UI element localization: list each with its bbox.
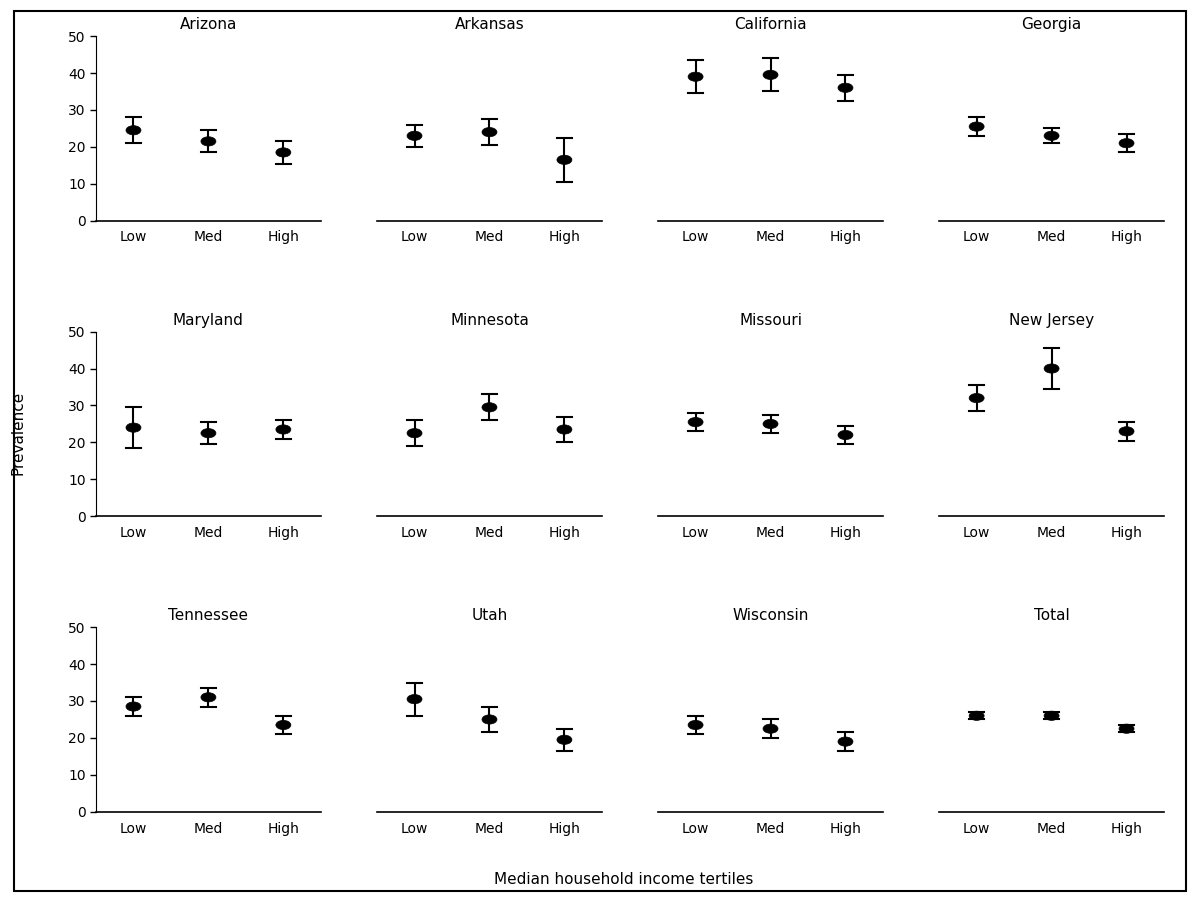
Title: Arizona: Arizona: [180, 17, 238, 32]
Ellipse shape: [1120, 427, 1134, 436]
Ellipse shape: [407, 695, 422, 704]
Ellipse shape: [1120, 724, 1134, 733]
Text: Prevalence: Prevalence: [11, 391, 25, 475]
Title: Wisconsin: Wisconsin: [732, 608, 809, 623]
Ellipse shape: [838, 83, 853, 92]
Ellipse shape: [1120, 139, 1134, 148]
Ellipse shape: [688, 72, 703, 81]
Title: Missouri: Missouri: [739, 313, 802, 327]
Title: California: California: [734, 17, 806, 32]
Ellipse shape: [838, 430, 853, 439]
Ellipse shape: [688, 418, 703, 427]
Ellipse shape: [838, 737, 853, 746]
Title: Utah: Utah: [472, 608, 508, 623]
Title: Arkansas: Arkansas: [455, 17, 524, 32]
Title: New Jersey: New Jersey: [1009, 313, 1094, 327]
Ellipse shape: [126, 702, 140, 711]
Ellipse shape: [276, 148, 290, 157]
Ellipse shape: [970, 122, 984, 131]
Title: Minnesota: Minnesota: [450, 313, 529, 327]
Ellipse shape: [482, 127, 497, 137]
Ellipse shape: [688, 721, 703, 730]
Ellipse shape: [276, 425, 290, 434]
Title: Total: Total: [1033, 608, 1069, 623]
Ellipse shape: [1044, 711, 1060, 721]
Ellipse shape: [557, 425, 572, 434]
Ellipse shape: [482, 715, 497, 724]
Ellipse shape: [276, 721, 290, 730]
Ellipse shape: [407, 131, 422, 141]
Ellipse shape: [763, 724, 778, 733]
Ellipse shape: [970, 711, 984, 721]
Text: Median household income tertiles: Median household income tertiles: [494, 872, 754, 887]
Ellipse shape: [126, 423, 140, 432]
Title: Georgia: Georgia: [1021, 17, 1081, 32]
Ellipse shape: [557, 155, 572, 164]
Ellipse shape: [200, 428, 216, 437]
Ellipse shape: [200, 137, 216, 146]
Ellipse shape: [763, 70, 778, 79]
Ellipse shape: [557, 735, 572, 744]
Ellipse shape: [970, 393, 984, 402]
Ellipse shape: [1044, 131, 1060, 141]
Ellipse shape: [1044, 364, 1060, 373]
Ellipse shape: [482, 402, 497, 412]
Title: Tennessee: Tennessee: [168, 608, 248, 623]
Ellipse shape: [407, 428, 422, 437]
Ellipse shape: [200, 693, 216, 702]
Title: Maryland: Maryland: [173, 313, 244, 327]
Ellipse shape: [126, 125, 140, 135]
Ellipse shape: [763, 419, 778, 428]
